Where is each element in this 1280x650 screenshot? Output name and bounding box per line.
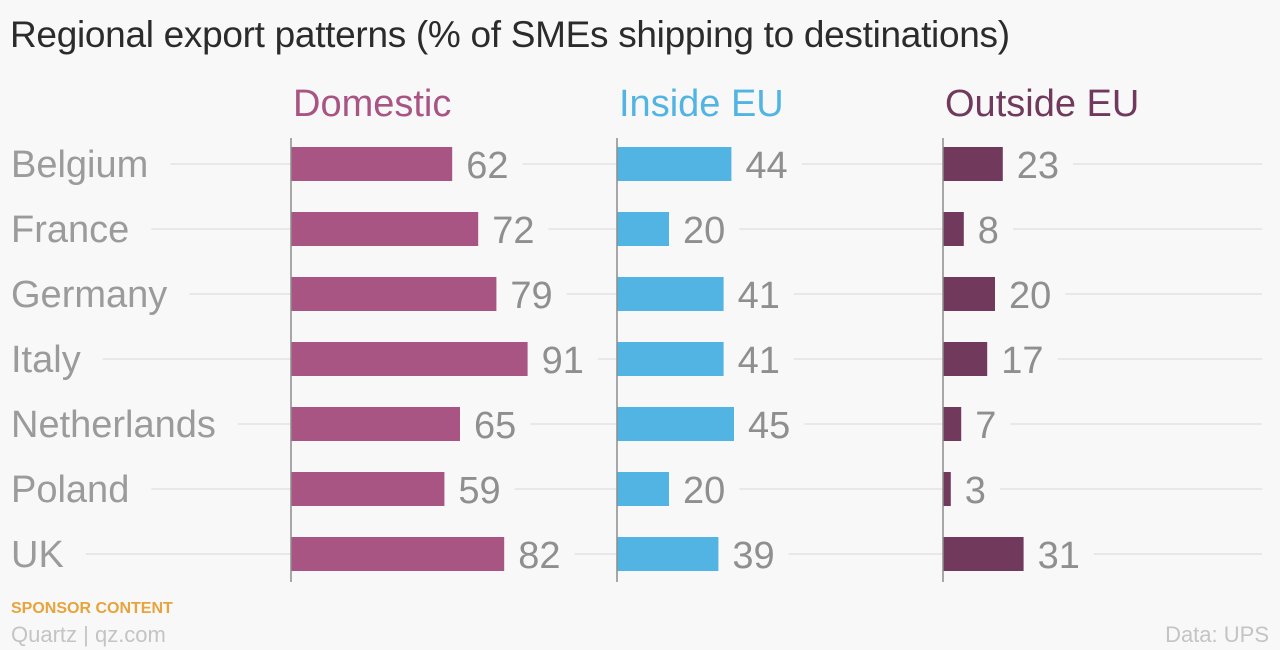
category-label: Germany (11, 274, 167, 316)
data-label: 8 (978, 210, 999, 252)
bar (617, 212, 669, 246)
data-label: 72 (492, 210, 534, 252)
data-label: 59 (458, 470, 500, 512)
bar (617, 537, 719, 571)
data-label: 20 (683, 470, 725, 512)
bar (943, 342, 988, 376)
data-label: 65 (474, 405, 516, 447)
data-label: 39 (732, 535, 774, 577)
data-label: 20 (683, 210, 725, 252)
data-label: 7 (975, 405, 996, 447)
bar (943, 147, 1003, 181)
bar (943, 537, 1024, 571)
data-label: 45 (748, 405, 790, 447)
category-label: Italy (11, 339, 81, 381)
bar (943, 212, 964, 246)
bar (943, 407, 962, 441)
chart-title: Regional export patterns (% of SMEs ship… (10, 14, 1010, 55)
bar (291, 212, 479, 246)
bar (291, 342, 528, 376)
sponsor-label: SPONSOR CONTENT (11, 600, 173, 617)
category-label: UK (11, 534, 64, 576)
bar (617, 277, 724, 311)
data-label: 20 (1009, 275, 1051, 317)
data-label: 23 (1017, 145, 1059, 187)
panel-header: Domestic (293, 83, 451, 125)
category-label: Poland (11, 469, 129, 511)
data-label: 62 (466, 145, 508, 187)
bar (291, 407, 460, 441)
data-label: 91 (542, 340, 584, 382)
bar (617, 472, 669, 506)
publisher-credit: Quartz | qz.com (11, 622, 166, 647)
bar (291, 537, 505, 571)
category-label: France (11, 209, 129, 251)
bar (943, 277, 995, 311)
panel-header: Outside EU (945, 83, 1139, 125)
data-label: 41 (738, 275, 780, 317)
data-source: Data: UPS (1165, 622, 1269, 647)
bar-chart: Domestic Inside EU Outside EU Belgium France… (11, 83, 1262, 582)
category-label: Netherlands (11, 404, 216, 446)
bar (617, 342, 724, 376)
data-label: 31 (1038, 535, 1080, 577)
bar (291, 147, 453, 181)
data-label: 79 (510, 275, 552, 317)
bar (617, 407, 734, 441)
bar (617, 147, 732, 181)
panel-header: Inside EU (619, 83, 784, 125)
bar (291, 277, 497, 311)
data-label: 82 (518, 535, 560, 577)
bar (291, 472, 445, 506)
data-label: 17 (1001, 340, 1043, 382)
data-label: 44 (745, 145, 787, 187)
data-label: 41 (738, 340, 780, 382)
data-label: 3 (965, 470, 986, 512)
bar (943, 472, 951, 506)
category-label: Belgium (11, 144, 148, 186)
